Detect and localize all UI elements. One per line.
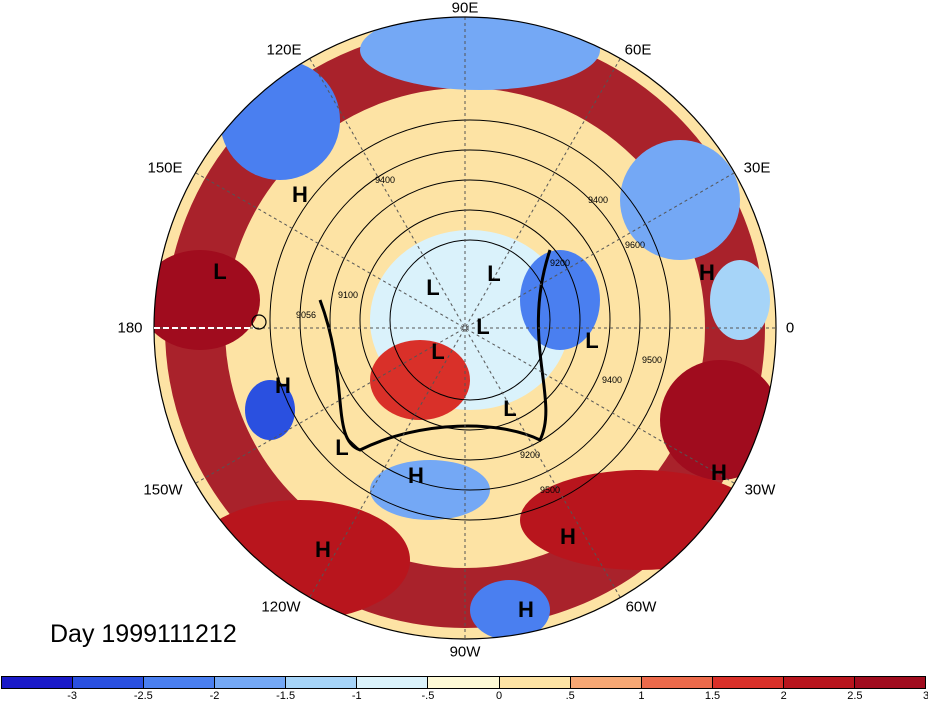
colorbar-segment [286,677,358,688]
high-pressure-marker: H [699,260,715,285]
contour-line [359,209,581,431]
contour-label: 9400 [374,175,396,185]
contour-label: 9056 [295,310,317,320]
meridian [309,58,621,598]
colorbar-segment [2,677,74,688]
warm-anomaly-west [154,250,260,350]
high-pressure-marker: H [560,524,576,549]
low-pressure-marker: L [426,275,440,300]
low-pressure-marker: L [335,435,349,460]
lon-label-60e: 60E [624,41,652,59]
cool-anomaly-south [470,580,550,639]
colorbar-tick-label: -.5 [421,690,435,702]
day-label: Day 1999111212 [50,620,237,648]
colorbar-tick-label: -3 [67,690,78,702]
colorbar-tick-label: 0 [496,690,503,702]
jet-contour [318,249,552,452]
lon-label-90w: 90W [449,643,481,661]
high-pressure-marker: H [518,597,534,622]
lon-label-0: 0 [785,319,795,337]
meridian [195,172,735,484]
low-pressure-marker: L [431,339,445,364]
colorbar-tick-label: 3 [922,690,928,702]
lon-label-30e: 30E [743,159,771,177]
low-pressure-marker: L [476,314,490,339]
colorbar-segment [641,677,713,688]
colorbar-tick-label: 2.5 [847,690,863,702]
lon-label-120w: 120W [261,598,301,616]
colorbar-segment [783,677,855,688]
warm-anomaly-east [660,360,776,480]
high-pressure-marker: H [292,182,308,207]
colorbar-segment [215,677,287,688]
low-pressure-marker: L [213,259,227,284]
colorbar-segment [73,677,145,688]
contour-line [389,239,551,401]
colorbar-segment [428,677,500,688]
cool-anomaly-northeast [620,140,740,260]
warm-anomaly-inner [370,340,470,420]
meridian [195,172,735,484]
contour-label: 9200 [549,258,571,268]
colorbar-tick-label: 1 [638,690,645,702]
high-pressure-marker: H [408,463,424,488]
high-pressure-marker: H [711,460,727,485]
colorbar-tick-label: 2 [780,690,787,702]
low-pressure-marker: L [585,328,599,353]
high-pressure-marker: H [275,373,291,398]
colorbar-tick-label: 1.5 [704,690,721,702]
contour-label: 9600 [624,240,646,250]
contour-label: 9400 [601,375,623,385]
colorbar-segment [357,677,429,688]
contour-label: 9100 [337,290,359,300]
lon-label-180: 180 [117,319,143,337]
cool-anomaly-north [360,17,600,90]
low-pressure-marker: L [487,261,501,286]
low-pressure-marker: L [503,396,517,421]
contour-label: 9200 [519,450,541,460]
colorbar-tick-label: -1 [351,690,362,702]
colorbar-tick-label: -2.5 [133,690,153,702]
contour-label: 9500 [539,485,561,495]
high-pressure-marker: H [315,537,331,562]
colorbar-segment [712,677,784,688]
colorbar-tick-label: -2 [209,690,220,702]
lon-label-120e: 120E [266,41,302,59]
contour-line [269,119,671,521]
lon-label-150e: 150E [147,159,183,177]
colorbar [1,676,926,689]
cool-anomaly-west [245,380,295,440]
lon-label-150w: 150W [143,481,183,499]
colorbar-segment [854,677,926,688]
colorbar-tick-label: .5 [565,690,575,702]
colorbar-tick-label: -1.5 [276,690,296,702]
contour-line [329,179,611,461]
lon-label-90e: 90E [451,0,479,17]
lon-label-30w: 30W [744,481,776,499]
contour-line [299,149,641,491]
contour-label: 9500 [641,355,663,365]
colorbar-segment [499,677,571,688]
colorbar-segment [144,677,216,688]
meridian [309,58,621,598]
contour-label: 9400 [587,195,609,205]
dateline-circle [251,314,267,330]
cool-anomaly-east [710,260,770,340]
colorbar-segment [570,677,642,688]
lon-label-60w: 60W [625,598,657,616]
